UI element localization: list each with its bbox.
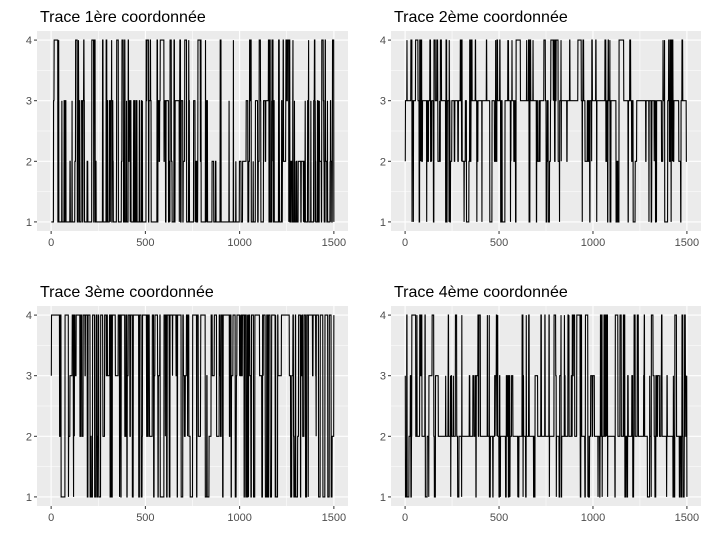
panel-title-2: Trace 2ème coordonnée (394, 9, 568, 26)
x-tick-label: 0 (402, 237, 408, 249)
y-tick-label: 1 (26, 217, 32, 229)
y-tick-label: 4 (380, 35, 386, 47)
y-tick-label: 2 (380, 431, 386, 443)
y-tick-label: 2 (26, 156, 32, 168)
x-tick-label: 500 (490, 512, 508, 524)
panel-title-4: Trace 4ème coordonnée (394, 284, 568, 301)
x-tick-label: 1000 (581, 237, 605, 249)
trace-line (51, 39, 335, 223)
trace-line (404, 314, 688, 498)
trace-panel-4: Trace 4ème coordonnée 0 500 1000 1500 1 2 3 4 (380, 284, 701, 524)
x-tick-label: 1000 (581, 512, 605, 524)
trace-line (50, 314, 335, 498)
x-tick-label: 1500 (322, 237, 346, 249)
y-tick-label: 1 (380, 492, 386, 504)
trace-panel-2: Trace 2ème coordonnée 0 500 1000 1500 1 2 3 4 (380, 9, 701, 249)
plot-area-4: 0 500 1000 1500 1 2 3 4 (380, 306, 701, 524)
x-tick-label: 500 (136, 237, 154, 249)
x-tick-label: 0 (48, 237, 54, 249)
y-tick-label: 4 (26, 310, 32, 322)
x-tick-label: 1500 (675, 237, 699, 249)
x-tick-label: 500 (490, 237, 508, 249)
x-tick-label: 1500 (322, 512, 346, 524)
plot-area-2: 0 500 1000 1500 1 2 3 4 (380, 31, 701, 249)
y-tick-label: 1 (26, 492, 32, 504)
trace-panel-3: Trace 3ème coordonnée 0 500 1000 1500 1 2 3 4 (26, 284, 348, 524)
x-tick-label: 0 (402, 512, 408, 524)
x-tick-label: 1000 (227, 237, 251, 249)
trace-line (404, 39, 687, 223)
y-tick-label: 3 (380, 371, 386, 383)
plot-area-1: 0 500 1000 1500 1 2 3 4 (26, 31, 348, 249)
x-tick-label: 1000 (227, 512, 251, 524)
x-tick-label: 0 (48, 512, 54, 524)
x-tick-label: 500 (136, 512, 154, 524)
y-tick-label: 3 (26, 96, 32, 108)
y-tick-label: 4 (26, 35, 32, 47)
y-tick-label: 2 (26, 431, 32, 443)
plot-area-3: 0 500 1000 1500 1 2 3 4 (26, 306, 348, 524)
x-tick-label: 1500 (675, 512, 699, 524)
y-tick-label: 1 (380, 217, 386, 229)
trace-panel-1: Trace 1ère coordonnée 0 500 1000 1500 1 2 3 4 (26, 9, 348, 249)
y-tick-label: 4 (380, 310, 386, 322)
panel-title-3: Trace 3ème coordonnée (40, 284, 214, 301)
panel-title-1: Trace 1ère coordonnée (40, 9, 206, 26)
y-tick-label: 3 (380, 96, 386, 108)
y-tick-label: 2 (380, 156, 386, 168)
y-tick-label: 3 (26, 371, 32, 383)
